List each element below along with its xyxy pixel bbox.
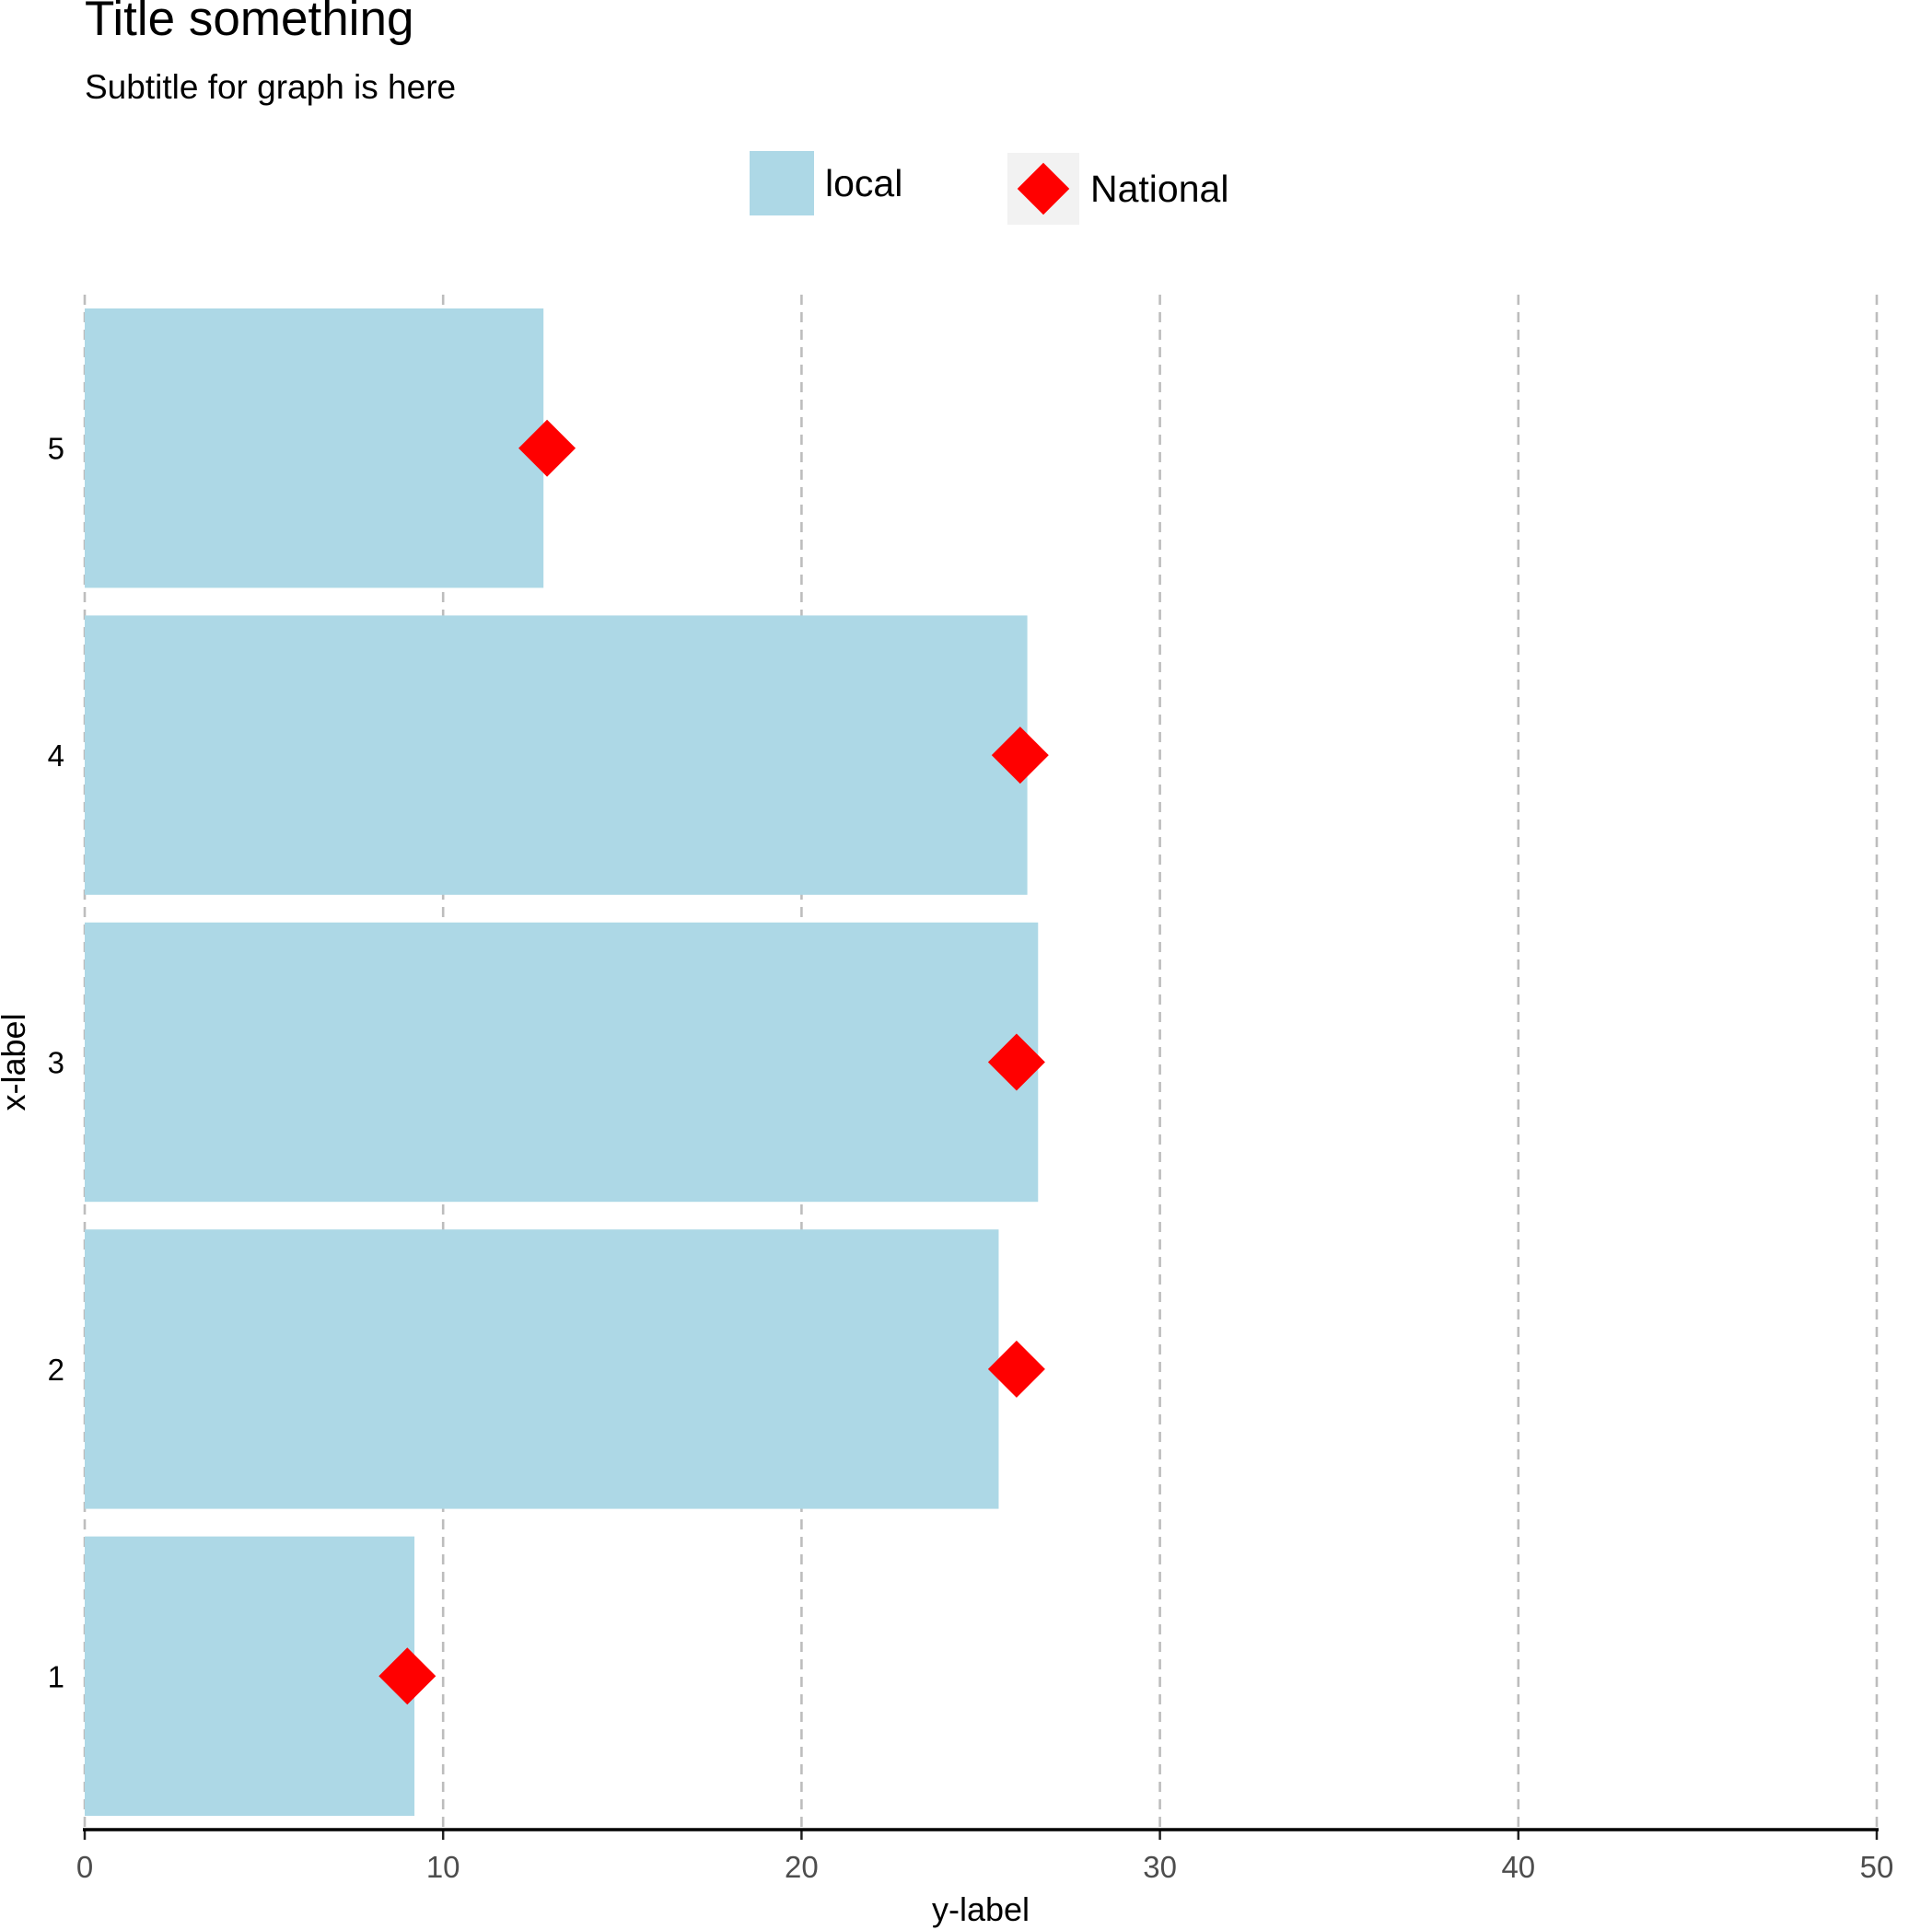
point-series-national <box>378 419 1049 1705</box>
x-tick-label-40: 40 <box>1501 1850 1535 1884</box>
y-tick-label-1: 1 <box>48 1659 64 1693</box>
legend-swatch-national <box>1007 153 1079 225</box>
x-tick-label-0: 0 <box>76 1850 93 1884</box>
legend-swatch-local <box>750 151 814 215</box>
chart-title: Title something <box>85 0 414 46</box>
y-tick-label-4: 4 <box>48 738 64 773</box>
y-axis-title: x-label <box>0 1013 32 1110</box>
y-tick-label-2: 2 <box>48 1353 64 1387</box>
bar-local-3 <box>85 922 1039 1203</box>
point-national-2 <box>987 1340 1045 1398</box>
legend-label-local: local <box>825 161 903 204</box>
x-tick-label-30: 30 <box>1143 1850 1177 1884</box>
point-national-3 <box>987 1033 1045 1091</box>
legend-item-national: National <box>1007 153 1228 225</box>
y-tick-label-3: 3 <box>48 1046 64 1080</box>
chart-subtitle: Subtitle for graph is here <box>85 68 457 106</box>
legend: local National <box>0 0 1932 239</box>
x-tick-label-20: 20 <box>785 1850 819 1884</box>
y-tick-label-5: 5 <box>48 432 64 466</box>
legend-label-national: National <box>1090 167 1229 210</box>
legend-item-local: local <box>750 151 902 215</box>
bar-series-local <box>85 308 1039 1816</box>
point-national-5 <box>518 419 576 477</box>
point-national-1 <box>378 1647 436 1705</box>
x-axis-title: y-label <box>932 1890 1030 1928</box>
bar-local-4 <box>85 615 1028 895</box>
bar-local-1 <box>85 1536 415 1816</box>
bar-local-2 <box>85 1229 999 1509</box>
x-tick-label-10: 10 <box>426 1850 460 1884</box>
axes: 0 10 20 30 40 50 1 2 3 4 5 y-label x-label <box>0 432 1893 1928</box>
bar-local-5 <box>85 308 544 588</box>
point-national-4 <box>991 727 1049 785</box>
x-tick-label-50: 50 <box>1860 1850 1894 1884</box>
